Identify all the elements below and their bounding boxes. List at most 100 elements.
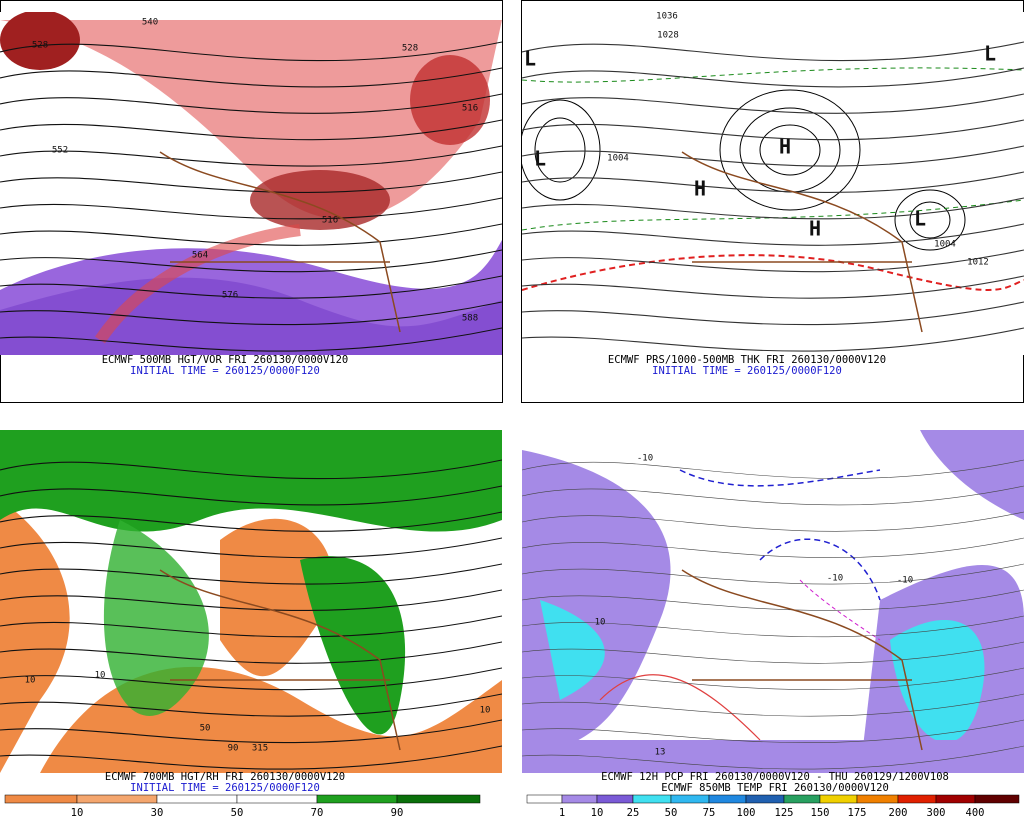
contour-line [0,485,502,506]
contour-line [522,67,1024,88]
map-label: L [524,47,536,71]
panel-caption: INITIAL TIME = 260125/0000F120 [652,365,842,377]
contours [0,459,502,770]
map-label: H [809,217,821,241]
colorbar-segment [632,794,672,804]
map-label: 528 [32,41,48,51]
contour-line [522,223,1024,246]
colorbar-label: 175 [848,807,867,819]
contour-line [0,41,502,62]
contour-line [0,67,502,88]
map-label: H [779,135,791,159]
panel-caption: ECMWF 500MB HGT/VOR FRI 260130/0000V120 [102,354,349,366]
contour-line [522,41,1024,62]
colorbar-label: 90 [391,807,404,819]
border [159,151,401,333]
map-label: H [694,177,706,201]
map-label: 315 [252,744,268,754]
panel-caption: ECMWF PRS/1000-500MB THK FRI 260130/0000… [608,354,886,366]
colorbar-label: 200 [889,807,908,819]
map-label: 1036 [656,12,678,22]
colorbar-segment [670,794,710,804]
map-500mb [0,12,502,355]
colorbar-segment [76,794,158,804]
colorbar-label: 300 [927,807,946,819]
contour-line [522,145,1024,167]
map-label: 90 [228,744,239,754]
map-label: 1012 [967,258,989,268]
map-label: 1028 [657,31,679,41]
colorbar-segment [935,794,976,804]
contour-line [0,615,502,638]
border [681,569,923,751]
contour-line [522,93,1024,114]
map-label: 50 [200,724,211,734]
map-label: 10 [95,671,106,681]
map-label: 540 [142,18,158,28]
map-label: 1004 [607,154,629,164]
colorbar-label: 50 [665,807,678,819]
contour-line [522,327,1024,352]
colorbar-segment [316,794,398,804]
panel-caption: ECMWF 12H PCP FRI 260130/0000V120 - THU … [601,771,949,783]
colorbar-segment [156,794,238,804]
panel-caption: ECMWF 700MB HGT/RH FRI 260130/0000V120 [105,771,345,783]
contour-line [522,615,1024,638]
contour-line [0,589,502,611]
colorbar-segment [783,794,821,804]
panel-caption: ECMWF 850MB TEMP FRI 260130/0000V120 [661,782,889,794]
contour-line [522,459,1024,479]
colorbar-label: 125 [775,807,794,819]
contour-line [522,119,1024,141]
colorbar-label: 150 [811,807,830,819]
contour-line [522,719,1024,743]
contour-line [0,511,502,532]
colorbar-segment [745,794,785,804]
contour-line [0,275,502,299]
colorbar-label: 75 [703,807,716,819]
colorbar-label: 100 [737,807,756,819]
contour-line [522,667,1024,690]
colorbar-segment [856,794,899,804]
contour-line [0,171,502,193]
contour-line [522,589,1024,611]
colorbar-segment [561,794,598,804]
map-label: 13 [655,748,666,758]
colorbar-segment [396,794,481,804]
contours [522,459,1024,770]
map-label: 10 [595,618,606,628]
panel-caption: INITIAL TIME = 260125/0000F120 [130,782,320,794]
map-700mb [0,430,502,773]
overlay: ECMWF 500MB HGT/VOR FRI 260130/0000V120 I… [0,12,1024,819]
contour-line [522,485,1024,506]
contour-line [522,537,1024,558]
contours [522,41,1024,352]
colorbar-segment [526,794,563,804]
contour-line [0,93,502,114]
contour-line [522,641,1024,664]
map-label: 552 [52,146,68,156]
contour-line [0,197,502,220]
map-precip [522,430,1024,773]
map-pressure [522,12,1024,355]
contour-line [0,249,502,273]
map-label: 528 [402,44,418,54]
contour-line [0,641,502,664]
map-label: L [534,147,546,171]
contour-line [522,563,1024,585]
contour-line [522,745,1024,770]
colorbar-label: 10 [591,807,604,819]
border [681,151,923,333]
colorbar-label: 25 [627,807,640,819]
contour-line [0,693,502,717]
map-label: 564 [192,251,208,261]
contour-line [0,537,502,559]
map-label: L [914,207,926,231]
colorbar-segment [897,794,937,804]
map-label: 516 [462,104,478,114]
map-label: -10 [637,454,653,464]
colorbar-segment [974,794,1020,804]
contour-line [0,667,502,691]
contour-line [522,275,1024,299]
